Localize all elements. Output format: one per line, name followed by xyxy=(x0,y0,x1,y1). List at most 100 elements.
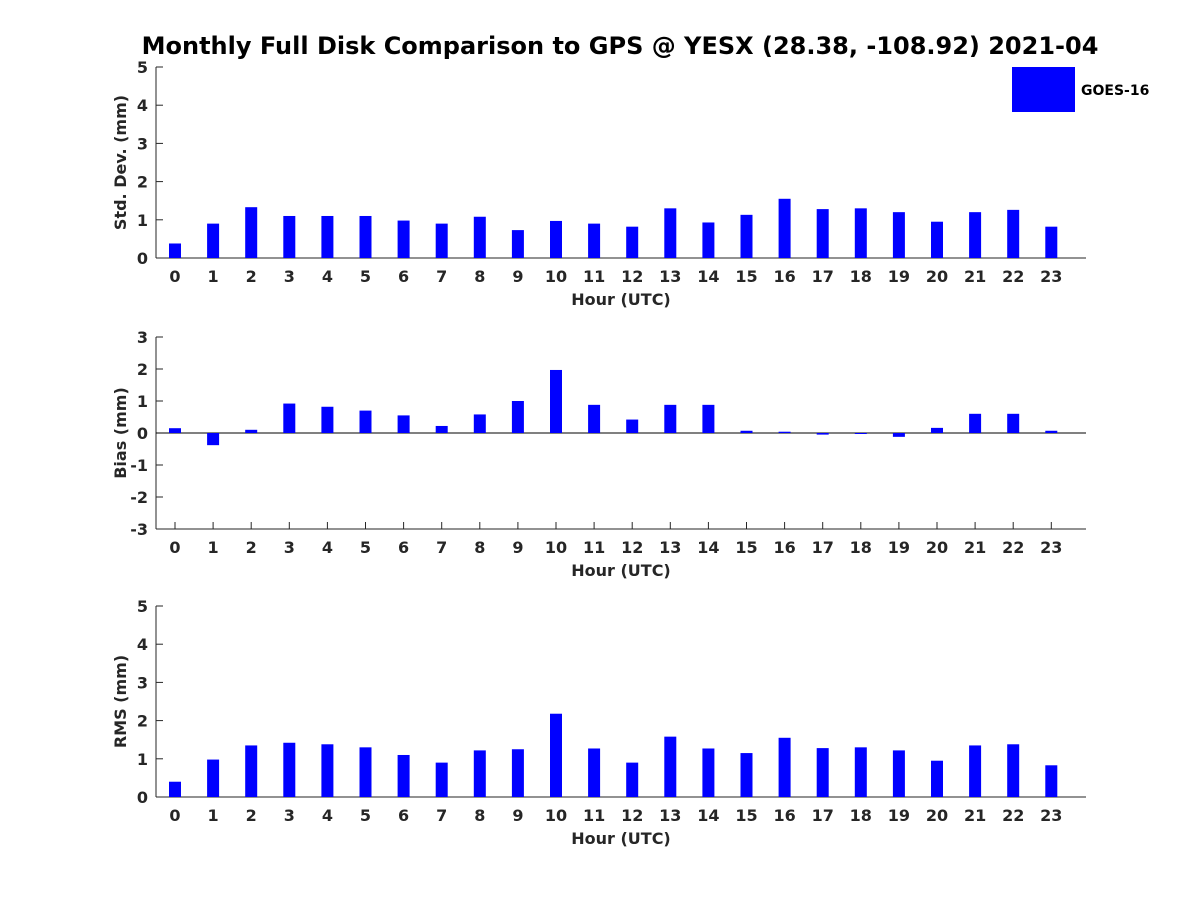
x-tick-label: 18 xyxy=(850,267,872,286)
bar-hour-14 xyxy=(702,222,715,258)
x-tick-label: 17 xyxy=(812,806,834,825)
bar-hour-4 xyxy=(321,406,334,433)
x-tick-label: 3 xyxy=(284,806,295,825)
bar-hour-7 xyxy=(435,425,448,433)
bar-hour-12 xyxy=(626,226,639,258)
bar-hour-19 xyxy=(892,750,905,797)
x-tick-label: 14 xyxy=(697,538,719,557)
x-tick-label: 7 xyxy=(436,267,447,286)
bar-hour-13 xyxy=(664,736,677,797)
x-tick-label: 11 xyxy=(583,806,605,825)
bar-hour-14 xyxy=(702,748,715,797)
x-tick-label: 13 xyxy=(659,806,681,825)
y-tick-label: 2 xyxy=(137,712,148,731)
bar-hour-3 xyxy=(283,742,296,797)
bar-hour-18 xyxy=(854,433,867,434)
bar-hour-19 xyxy=(892,212,905,258)
bar-hour-5 xyxy=(359,410,372,433)
x-tick-label: 3 xyxy=(284,538,295,557)
y-tick-label: 4 xyxy=(137,635,148,654)
y-axis-label: Bias (mm) xyxy=(111,387,130,479)
bar-hour-1 xyxy=(207,759,220,797)
bar-hour-5 xyxy=(359,747,372,797)
bar-hour-22 xyxy=(1007,209,1020,258)
y-axis-label: Std. Dev. (mm) xyxy=(111,95,130,230)
bar-hour-15 xyxy=(740,753,753,797)
bar-hour-7 xyxy=(435,762,448,797)
x-tick-label: 10 xyxy=(545,267,567,286)
x-tick-label: 20 xyxy=(926,806,948,825)
x-tick-label: 12 xyxy=(621,538,643,557)
x-tick-label: 6 xyxy=(398,267,409,286)
x-tick-label: 9 xyxy=(512,267,523,286)
bar-hour-12 xyxy=(626,762,639,797)
x-tick-label: 23 xyxy=(1040,538,1062,557)
bar-hour-17 xyxy=(816,748,829,797)
bar-hour-10 xyxy=(550,713,562,797)
bar-hour-23 xyxy=(1045,765,1058,797)
y-tick-label: 2 xyxy=(137,173,148,192)
chart-title: Monthly Full Disk Comparison to GPS @ YE… xyxy=(142,32,1099,60)
bar-hour-18 xyxy=(854,747,867,797)
bar-hour-22 xyxy=(1007,744,1020,797)
y-tick-label: -1 xyxy=(130,456,148,475)
bar-hour-6 xyxy=(397,415,410,433)
bar-hour-16 xyxy=(778,198,791,258)
x-tick-label: 7 xyxy=(436,538,447,557)
bar-hour-7 xyxy=(435,223,448,258)
bar-hour-0 xyxy=(169,781,181,797)
x-tick-label: 8 xyxy=(474,267,485,286)
x-tick-label: 16 xyxy=(773,538,795,557)
x-tick-label: 20 xyxy=(926,538,948,557)
bar-hour-14 xyxy=(702,404,715,433)
legend-swatch-goes-16 xyxy=(1012,67,1075,112)
bar-hour-2 xyxy=(245,207,258,258)
x-tick-label: 6 xyxy=(398,806,409,825)
x-axis-label: Hour (UTC) xyxy=(571,829,671,848)
legend: GOES-16 xyxy=(1012,67,1149,112)
bar-hour-20 xyxy=(931,760,943,797)
bar-hour-16 xyxy=(778,431,791,433)
x-tick-label: 2 xyxy=(246,806,257,825)
x-tick-label: 13 xyxy=(659,267,681,286)
x-tick-label: 4 xyxy=(322,538,333,557)
y-tick-label: 1 xyxy=(137,211,148,230)
x-tick-label: 5 xyxy=(360,538,371,557)
x-tick-label: 12 xyxy=(621,267,643,286)
y-tick-label: 0 xyxy=(137,788,148,807)
x-tick-label: 22 xyxy=(1002,267,1024,286)
bar-hour-21 xyxy=(969,745,982,797)
x-tick-label: 1 xyxy=(208,806,219,825)
bar-hour-1 xyxy=(207,433,220,446)
x-tick-label: 17 xyxy=(812,267,834,286)
bar-hour-0 xyxy=(169,243,181,258)
x-tick-label: 7 xyxy=(436,806,447,825)
x-tick-label: 2 xyxy=(246,267,257,286)
bar-hour-3 xyxy=(283,215,296,258)
y-tick-label: 5 xyxy=(137,58,148,77)
y-tick-label: 3 xyxy=(137,328,148,347)
bar-hour-1 xyxy=(207,223,220,258)
bar-hour-15 xyxy=(740,214,753,258)
x-tick-label: 10 xyxy=(545,806,567,825)
bar-hour-23 xyxy=(1045,430,1058,433)
x-tick-label: 12 xyxy=(621,806,643,825)
bar-hour-15 xyxy=(740,430,753,433)
x-axis-label: Hour (UTC) xyxy=(571,290,671,309)
bar-hour-20 xyxy=(931,221,943,258)
y-tick-label: 1 xyxy=(137,750,148,769)
x-tick-label: 15 xyxy=(735,806,757,825)
bar-hour-5 xyxy=(359,215,372,258)
y-tick-label: 1 xyxy=(137,392,148,411)
x-tick-label: 13 xyxy=(659,538,681,557)
bar-hour-6 xyxy=(397,754,410,797)
x-tick-label: 17 xyxy=(812,538,834,557)
y-tick-label: 0 xyxy=(137,249,148,268)
x-tick-label: 22 xyxy=(1002,538,1024,557)
bar-hour-18 xyxy=(854,208,867,258)
x-tick-label: 18 xyxy=(850,806,872,825)
